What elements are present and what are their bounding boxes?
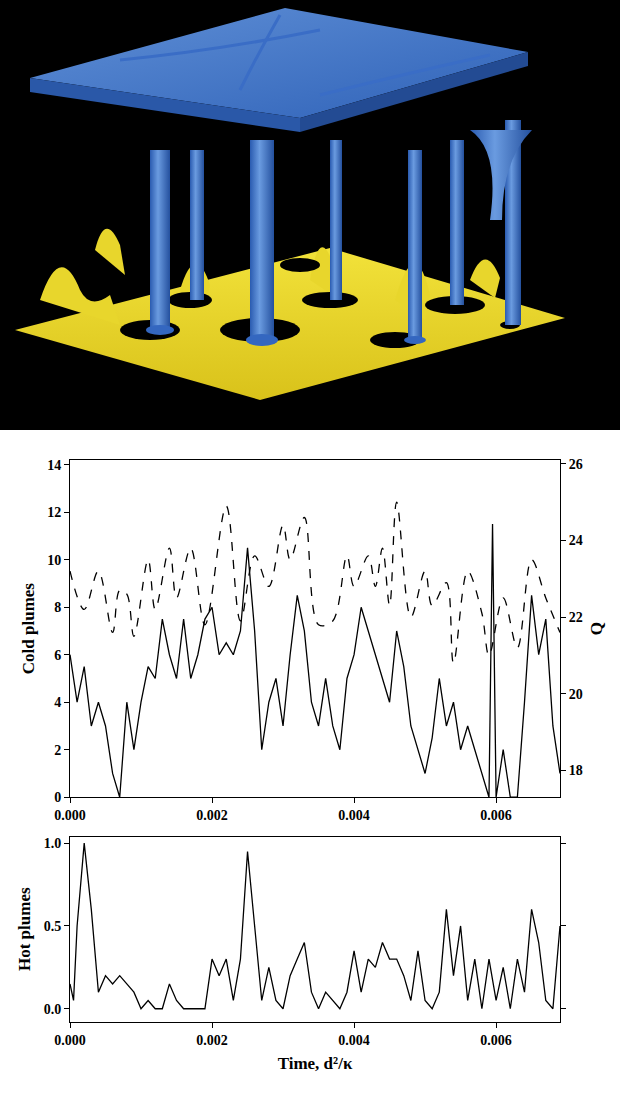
svg-text:10: 10	[47, 553, 61, 568]
svg-text:Q: Q	[587, 622, 606, 635]
svg-text:6: 6	[54, 648, 61, 663]
svg-text:18: 18	[569, 763, 583, 778]
svg-text:2: 2	[54, 743, 61, 758]
svg-text:0.000: 0.000	[54, 808, 86, 823]
svg-text:0.002: 0.002	[196, 1033, 228, 1048]
svg-text:4: 4	[54, 695, 61, 710]
svg-text:0.000: 0.000	[54, 1033, 86, 1048]
svg-text:20: 20	[569, 687, 583, 702]
svg-text:0.004: 0.004	[338, 808, 370, 823]
svg-text:24: 24	[569, 533, 583, 548]
svg-text:8: 8	[54, 600, 61, 615]
svg-text:Hot plumes: Hot plumes	[15, 887, 34, 971]
svg-text:0.002: 0.002	[196, 808, 228, 823]
svg-text:Cold plumes: Cold plumes	[19, 583, 38, 675]
svg-text:0.006: 0.006	[480, 808, 512, 823]
svg-text:1.0: 1.0	[44, 836, 62, 851]
svg-text:0.0: 0.0	[44, 1002, 62, 1017]
svg-text:26: 26	[569, 457, 583, 472]
svg-text:12: 12	[47, 505, 61, 520]
svg-text:0: 0	[54, 790, 61, 805]
svg-text:0.004: 0.004	[338, 1033, 370, 1048]
svg-text:Time, d²/κ: Time, d²/κ	[278, 1054, 353, 1073]
svg-text:0.006: 0.006	[480, 1033, 512, 1048]
svg-text:0.5: 0.5	[44, 919, 62, 934]
svg-text:14: 14	[47, 458, 61, 473]
svg-text:22: 22	[569, 610, 583, 625]
